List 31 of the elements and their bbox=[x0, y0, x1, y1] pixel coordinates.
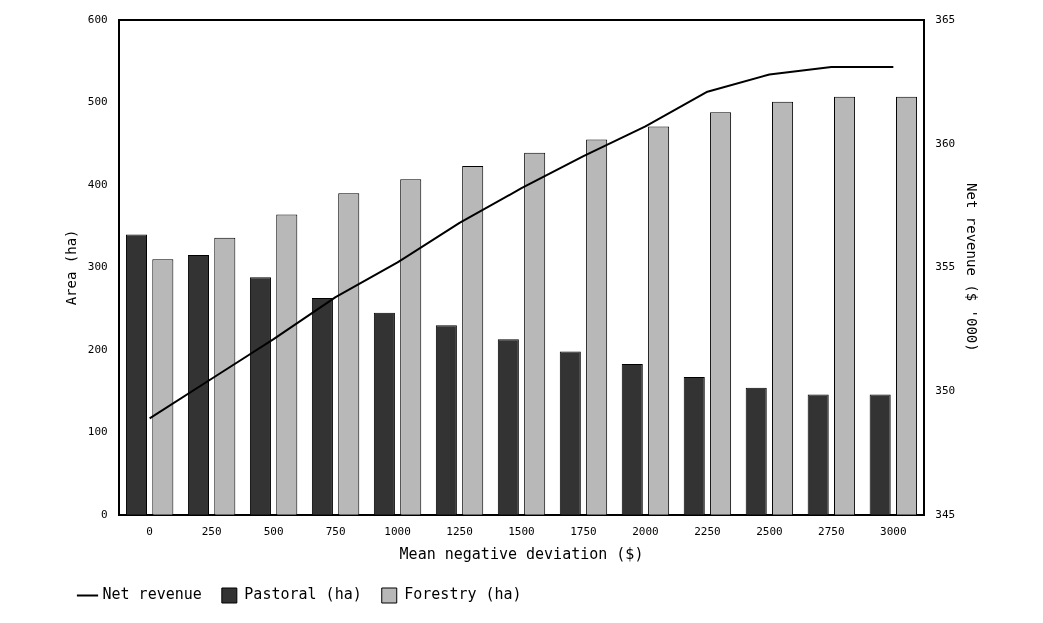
x-tick-label: 2750 bbox=[818, 525, 845, 539]
x-tick-label: 250 bbox=[201, 525, 222, 539]
y-tick-label: 100 bbox=[87, 425, 108, 439]
legend-label: Pastoral (ha) bbox=[244, 585, 362, 604]
x-tick-label: 1250 bbox=[446, 525, 473, 539]
y-axis-title: Area (ha) bbox=[63, 229, 80, 306]
y2-tick-label: 360 bbox=[935, 136, 956, 150]
x-tick-label: 2250 bbox=[694, 525, 721, 539]
y-tick-label: 200 bbox=[87, 342, 108, 356]
y-tick-label: 600 bbox=[87, 12, 108, 26]
y2-tick-label: 345 bbox=[935, 507, 956, 521]
y2-tick-label: 365 bbox=[935, 12, 956, 26]
y2-tick-label: 350 bbox=[935, 383, 956, 397]
x-tick-label: 2500 bbox=[756, 525, 783, 539]
x-tick-label: 0 bbox=[146, 525, 153, 539]
legend-label: Forestry (ha) bbox=[404, 585, 522, 604]
y-tick-label: 500 bbox=[87, 95, 108, 109]
x-axis-title: Mean negative deviation ($) bbox=[399, 544, 644, 563]
y-tick-label: 300 bbox=[87, 260, 108, 274]
y2-axis-title: Net revenue ($ '000) bbox=[963, 183, 980, 352]
y-tick-label: 0 bbox=[101, 507, 108, 521]
x-tick-label: 1750 bbox=[570, 525, 597, 539]
x-tick-label: 750 bbox=[325, 525, 346, 539]
x-tick-label: 500 bbox=[263, 525, 284, 539]
x-tick-label: 1500 bbox=[508, 525, 535, 539]
x-tick-label: 2000 bbox=[632, 525, 659, 539]
y2-tick-label: 355 bbox=[935, 260, 956, 274]
x-tick-label: 1000 bbox=[384, 525, 411, 539]
y-tick-label: 400 bbox=[87, 177, 108, 191]
x-tick-label: 3000 bbox=[880, 525, 907, 539]
legend-label: Net revenue bbox=[102, 585, 202, 604]
